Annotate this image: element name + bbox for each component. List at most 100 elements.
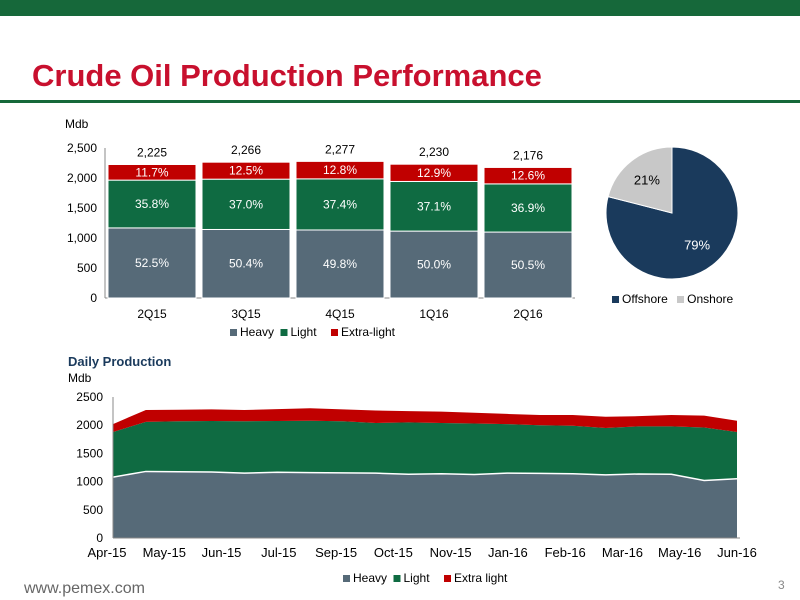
area-y-ticks: 0 500 1000 1500 2000 2500 bbox=[76, 390, 103, 545]
offshore-onshore-pie: 79% 21% bbox=[605, 146, 739, 280]
bar-y-tick-label: 1,000 bbox=[67, 231, 97, 245]
bar-y-tick-label: 0 bbox=[90, 291, 97, 305]
bar-total-label: 2,225 bbox=[137, 146, 167, 160]
pie-legend-swatch bbox=[612, 296, 619, 304]
area-x-tick-label: May-16 bbox=[658, 545, 701, 560]
area-y-tick-label: 1000 bbox=[76, 475, 103, 489]
bar-segment bbox=[483, 231, 573, 299]
bar-category-label: 2Q16 bbox=[513, 307, 543, 321]
quarterly-bar-chart: Mdb 0 500 1,000 1,500 2,000 2,500 52.5% 35.8% 1… bbox=[65, 117, 575, 339]
area-x-tick-label: Feb-16 bbox=[545, 545, 586, 560]
bar-share-label: 37.1% bbox=[417, 199, 451, 213]
bar-legend-swatch bbox=[230, 329, 237, 336]
bar-total-label: 2,266 bbox=[231, 143, 261, 157]
bar-share-label: 49.8% bbox=[323, 257, 357, 271]
bar-share-label: 50.4% bbox=[229, 257, 263, 271]
area-legend-label: Extra light bbox=[454, 571, 508, 585]
pie-legend: Offshore Onshore bbox=[612, 292, 733, 306]
area-x-ticks: Apr-15 May-15 Jun-15 Jul-15 Sep-15 Oct-15 Nov-… bbox=[87, 545, 756, 560]
area-x-tick-label: Oct-15 bbox=[374, 545, 413, 560]
area-series-band bbox=[113, 420, 737, 481]
area-marks bbox=[112, 408, 738, 538]
bar-share-label: 50.0% bbox=[417, 258, 451, 272]
area-x-tick-label: Apr-15 bbox=[87, 545, 126, 560]
bar-segment bbox=[483, 183, 573, 233]
bar-share-label: 12.5% bbox=[229, 164, 263, 178]
title-divider bbox=[0, 100, 800, 103]
area-legend-label: Light bbox=[404, 571, 431, 585]
area-chart-title: Daily Production bbox=[68, 354, 171, 369]
bar-share-label: 36.9% bbox=[511, 201, 545, 215]
area-y-axis-label: Mdb bbox=[68, 371, 92, 385]
pie-legend-label: Offshore bbox=[622, 292, 668, 306]
bar-share-label: 37.0% bbox=[229, 197, 263, 211]
page-number: 3 bbox=[778, 578, 785, 592]
bar-share-label: 12.9% bbox=[417, 166, 451, 180]
bar-y-tick-label: 500 bbox=[77, 261, 97, 275]
bar-category-label: 1Q16 bbox=[419, 307, 449, 321]
bar-legend-swatch bbox=[331, 329, 338, 336]
bar-legend-label: Light bbox=[291, 325, 318, 339]
bar-share-label: 12.6% bbox=[511, 169, 545, 183]
bar-share-label: 37.4% bbox=[323, 197, 357, 211]
bar-share-label: 11.7% bbox=[135, 165, 168, 179]
bar-category-label: 3Q15 bbox=[231, 307, 261, 321]
pie-legend-swatch bbox=[677, 296, 685, 304]
bar-y-tick-label: 2,500 bbox=[67, 141, 97, 155]
footer-url: www.pemex.com bbox=[24, 580, 145, 597]
area-x-tick-label: Nov-15 bbox=[430, 545, 472, 560]
area-heavy-boundary bbox=[112, 470, 738, 482]
bar-total-label: 2,176 bbox=[513, 148, 543, 162]
area-y-tick-label: 500 bbox=[83, 503, 103, 517]
bar-segment bbox=[201, 161, 291, 180]
bar-segment bbox=[295, 229, 385, 299]
area-x-tick-label: Jun-16 bbox=[717, 545, 757, 560]
bar-total-label: 2,277 bbox=[325, 142, 355, 156]
area-x-tick-label: Jun-15 bbox=[202, 545, 242, 560]
area-x-tick-label: May-15 bbox=[143, 545, 186, 560]
bar-share-label: 12.8% bbox=[323, 163, 357, 177]
area-y-tick-label: 1500 bbox=[76, 446, 103, 460]
pie-legend-onshore: Onshore bbox=[677, 292, 733, 306]
bar-category-label: 4Q15 bbox=[325, 307, 355, 321]
bar-legend: Heavy Light Extra-light bbox=[230, 325, 396, 339]
area-y-tick-label: 2500 bbox=[76, 390, 103, 404]
area-legend-swatch bbox=[393, 575, 401, 582]
pie-slice bbox=[607, 146, 673, 214]
daily-production-chart: Daily Production Mdb 0 500 1000 1500 2000 250… bbox=[68, 354, 757, 585]
bar-category-label: 2Q15 bbox=[137, 307, 167, 321]
area-legend-swatch bbox=[343, 575, 350, 582]
bar-marks: 52.5% 35.8% 11.7% 2,225 2Q15 50.4% 37.0% 12.5% 2… bbox=[107, 142, 573, 321]
area-x-tick-label: Mar-16 bbox=[602, 545, 643, 560]
bar-total-label: 2,230 bbox=[419, 145, 449, 159]
top-brand-bar bbox=[0, 0, 800, 16]
area-series-band bbox=[113, 408, 737, 432]
bar-y-ticks: 0 500 1,000 1,500 2,000 2,500 bbox=[67, 141, 97, 305]
bar-legend-swatch bbox=[280, 329, 288, 336]
bar-y-tick-label: 1,500 bbox=[67, 201, 97, 215]
area-x-tick-label: Jan-16 bbox=[488, 545, 528, 560]
area-legend-label: Heavy bbox=[353, 571, 387, 585]
area-y-tick-label: 0 bbox=[96, 531, 103, 545]
pie-slice-label: 21% bbox=[634, 173, 660, 188]
pie-legend-offshore: Offshore bbox=[612, 292, 668, 306]
bar-segment bbox=[483, 166, 573, 185]
area-x-tick-label: Sep-15 bbox=[315, 545, 357, 560]
pie-slice-label: 79% bbox=[684, 237, 710, 252]
bar-legend-label: Extra-light bbox=[341, 325, 396, 339]
page-title: Crude Oil Production Performance bbox=[32, 58, 542, 93]
area-series-band bbox=[113, 471, 737, 538]
bar-share-label: 50.5% bbox=[511, 258, 545, 272]
bar-segment bbox=[389, 163, 479, 182]
pie-legend-label: Onshore bbox=[687, 292, 734, 306]
bar-segment bbox=[389, 180, 479, 232]
bar-segment bbox=[107, 164, 197, 181]
bar-legend-label: Heavy bbox=[240, 325, 274, 339]
bar-segment bbox=[295, 160, 385, 180]
area-legend-swatch bbox=[444, 575, 451, 582]
area-y-tick-label: 2000 bbox=[76, 418, 103, 432]
bar-share-label: 35.8% bbox=[135, 197, 169, 211]
bar-y-axis-label: Mdb bbox=[65, 117, 89, 131]
area-x-tick-label: Jul-15 bbox=[261, 545, 296, 560]
area-legend: Heavy Light Extra light bbox=[343, 571, 508, 585]
